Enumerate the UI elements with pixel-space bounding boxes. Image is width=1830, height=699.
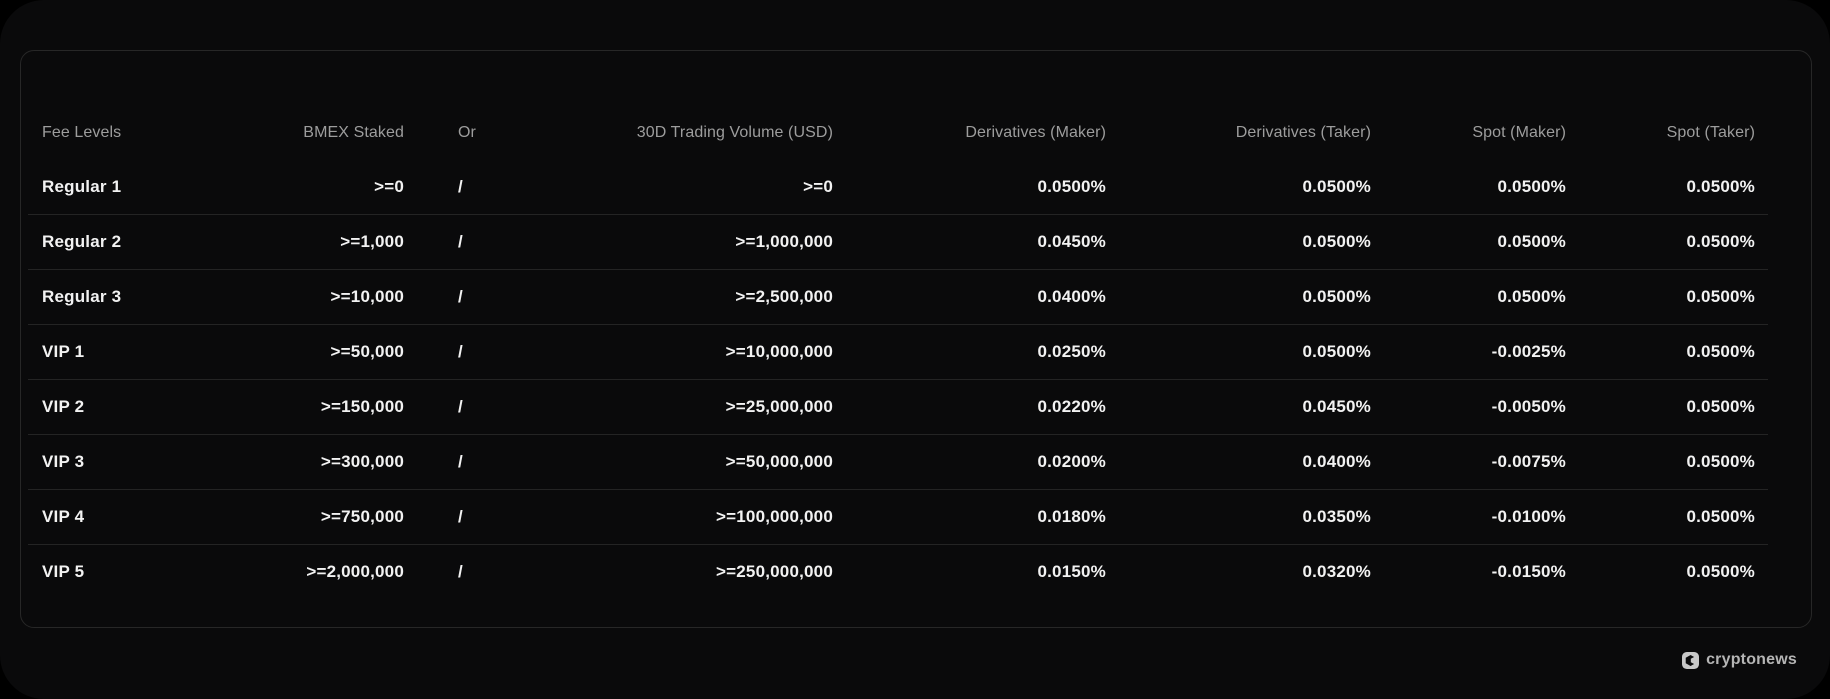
value-cell: >=1,000,000 — [514, 214, 833, 270]
fee-levels-card: Fee Levels BMEX Staked Or 30D Trading Volum… — [20, 50, 1812, 628]
column-header: Fee Levels — [42, 124, 122, 141]
cryptonews-watermark: cryptonews — [1682, 651, 1797, 669]
table-row: Regular 1 >=0 / >=0 0.0500% 0.0500% 0.0500% 0.0… — [28, 160, 1768, 215]
value-cell: 0.0150% — [833, 544, 1106, 599]
table-row: Regular 3 >=10,000/>=2,500,000 0.0400% 0.05… — [28, 269, 1768, 325]
value-cell: 0.0500% — [1037, 177, 1106, 196]
table-row: VIP 2 >=150,000/>=25,000,000 0.0220% 0.0450… — [28, 379, 1768, 435]
value-cell: 0.0320% — [1106, 544, 1371, 599]
table-body: Regular 1 >=0/>=0 0.0500% 0.0500% 0.0500% 0.0… — [28, 160, 1768, 599]
value-cell: >=2,000,000 — [240, 544, 404, 599]
table-row: VIP 4 >=750,000/>=100,000,000 0.0180% 0.035… — [28, 489, 1768, 545]
value-cell: >=50,000,000 — [514, 434, 833, 490]
fee-level-cell: VIP 4 — [28, 489, 240, 545]
value-cell: / — [404, 434, 514, 490]
value-cell: 0.0500% — [1686, 177, 1755, 196]
fee-level-cell: Regular 2 — [28, 214, 240, 270]
value-cell: >=10,000 — [240, 269, 404, 325]
value-cell: >=1,000 — [240, 214, 404, 270]
fee-level-cell: VIP 2 — [28, 379, 240, 435]
fee-levels-table: Fee Levels BMEX Staked Or 30D Trading Volum… — [28, 106, 1768, 599]
value-cell: 0.0500% — [1566, 379, 1768, 435]
column-header: Spot (Taker) — [1666, 124, 1755, 141]
value-cell: >=2,500,000 — [514, 269, 833, 325]
column-header: Derivatives (Taker) — [1235, 124, 1371, 141]
value-cell: / — [404, 324, 514, 380]
table-row: Regular 2 >=1,000/>=1,000,000 0.0450% 0.050… — [28, 214, 1768, 270]
value-cell: 0.0500% — [1371, 214, 1566, 270]
value-cell: 0.0500% — [1566, 324, 1768, 380]
fee-level-cell: VIP 5 — [28, 544, 240, 599]
fee-level-cell: VIP 1 — [28, 324, 240, 380]
value-cell: 0.0400% — [1106, 434, 1371, 490]
value-cell: >=750,000 — [240, 489, 404, 545]
fee-level-cell: Regular 3 — [28, 269, 240, 325]
value-cell: 0.0180% — [833, 489, 1106, 545]
fee-level-cell: Regular 1 — [42, 177, 122, 196]
column-header: Or — [458, 124, 476, 141]
value-cell: 0.0500% — [1497, 177, 1566, 196]
value-cell: 0.0500% — [1106, 214, 1371, 270]
column-header: Spot (Maker) — [1472, 124, 1566, 141]
cryptonews-logo-text: cryptonews — [1706, 651, 1797, 668]
value-cell: 0.0500% — [1106, 269, 1371, 325]
table-row: VIP 5 >=2,000,000/>=250,000,000 0.0150% 0.0… — [28, 544, 1768, 599]
value-cell: 0.0500% — [1302, 177, 1371, 196]
value-cell: -0.0075% — [1371, 434, 1566, 490]
value-cell: >=25,000,000 — [514, 379, 833, 435]
value-cell: / — [404, 379, 514, 435]
value-cell: 0.0400% — [833, 269, 1106, 325]
value-cell: >=50,000 — [240, 324, 404, 380]
value-cell: 0.0450% — [1106, 379, 1371, 435]
value-cell: >=250,000,000 — [514, 544, 833, 599]
table-header: Fee Levels BMEX Staked Or 30D Trading Volum… — [28, 106, 1768, 160]
value-cell: 0.0350% — [1106, 489, 1371, 545]
value-cell: >=300,000 — [240, 434, 404, 490]
value-cell: 0.0500% — [1566, 434, 1768, 490]
table-row: VIP 3 >=300,000/>=50,000,000 0.0200% 0.0400… — [28, 434, 1768, 490]
value-cell: -0.0025% — [1371, 324, 1566, 380]
column-header: BMEX Staked — [303, 124, 404, 141]
value-cell: 0.0500% — [1566, 544, 1768, 599]
value-cell: 0.0450% — [833, 214, 1106, 270]
value-cell: / — [404, 269, 514, 325]
value-cell: 0.0500% — [1106, 324, 1371, 380]
value-cell: >=100,000,000 — [514, 489, 833, 545]
value-cell: 0.0250% — [833, 324, 1106, 380]
value-cell: 0.0500% — [1566, 214, 1768, 270]
value-cell: 0.0500% — [1566, 269, 1768, 325]
cryptonews-icon — [1682, 651, 1700, 669]
value-cell: >=10,000,000 — [514, 324, 833, 380]
column-header: 30D Trading Volume (USD) — [636, 124, 833, 141]
value-cell: / — [404, 489, 514, 545]
value-cell: / — [458, 177, 463, 196]
table-header-row: Fee Levels BMEX Staked Or 30D Trading Volum… — [28, 106, 1768, 160]
value-cell: -0.0050% — [1371, 379, 1566, 435]
value-cell: -0.0100% — [1371, 489, 1566, 545]
value-cell: / — [404, 214, 514, 270]
table-row: VIP 1 >=50,000/>=10,000,000 0.0250% 0.0500%… — [28, 324, 1768, 380]
column-header: Derivatives (Maker) — [965, 124, 1106, 141]
value-cell: >=0 — [803, 177, 833, 196]
value-cell: 0.0500% — [1566, 489, 1768, 545]
value-cell: >=150,000 — [240, 379, 404, 435]
value-cell: -0.0150% — [1371, 544, 1566, 599]
value-cell: 0.0500% — [1371, 269, 1566, 325]
value-cell: 0.0200% — [833, 434, 1106, 490]
fee-level-cell: VIP 3 — [28, 434, 240, 490]
value-cell: 0.0220% — [833, 379, 1106, 435]
value-cell: >=0 — [374, 177, 404, 196]
value-cell: / — [404, 544, 514, 599]
